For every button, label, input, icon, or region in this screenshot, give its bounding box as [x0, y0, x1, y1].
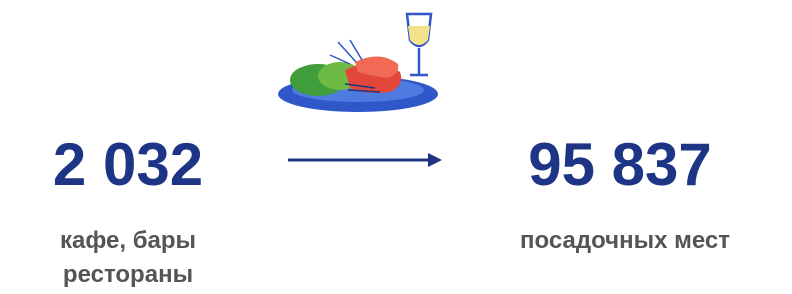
stat-label: кафе, бары: [60, 227, 196, 254]
food-illustration: [278, 14, 438, 112]
infographic: 2 032 кафе, бары рестораны 95 837 посадо…: [0, 0, 792, 294]
arrow: [288, 153, 442, 167]
stat-label: посадочных мест: [520, 227, 730, 254]
stat-number: 95 837: [528, 131, 712, 198]
stat-number: 2 032: [53, 131, 203, 198]
stat-label: рестораны: [63, 261, 193, 288]
